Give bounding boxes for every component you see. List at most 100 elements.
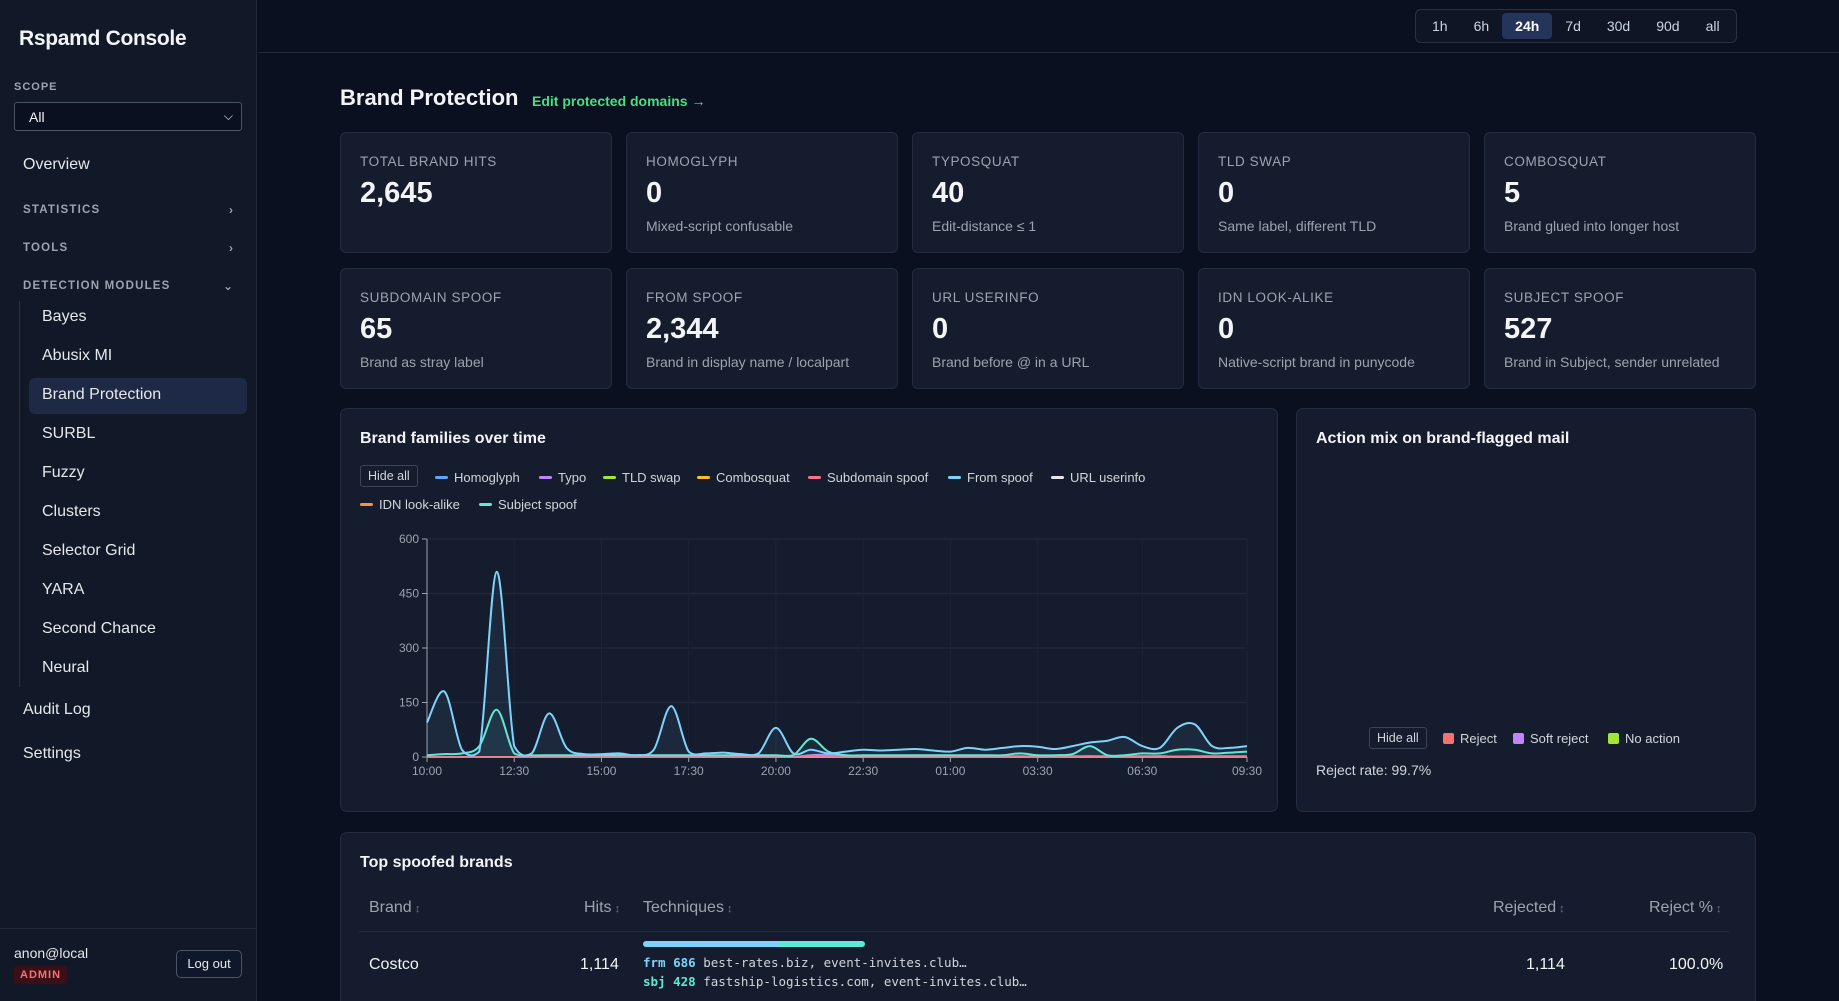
sidebar-divider — [0, 928, 257, 929]
x-tick-label: 06:30 — [1127, 764, 1157, 778]
hide-all-button[interactable]: Hide all — [360, 465, 418, 487]
nav-item-surbl[interactable]: SURBL — [42, 425, 96, 442]
x-tick-label: 09:30 — [1232, 764, 1262, 778]
stat-label: HOMOGLYPH — [646, 154, 739, 169]
nav-item-fuzzy[interactable]: Fuzzy — [42, 464, 85, 481]
legend-item-homoglyph[interactable]: Homoglyph — [435, 470, 520, 485]
legend-label: Subdomain spoof — [827, 470, 929, 485]
legend-item-url-userinfo[interactable]: URL userinfo — [1051, 470, 1145, 485]
range-7d[interactable]: 7d — [1565, 18, 1581, 34]
range-24h[interactable]: 24h — [1502, 13, 1553, 39]
nav-item-second-chance[interactable]: Second Chance — [42, 620, 156, 637]
nav-item-selector-grid[interactable]: Selector Grid — [42, 542, 136, 559]
legend-item-typo[interactable]: Typo — [539, 470, 586, 485]
column-header-hits[interactable]: Hits ↕ — [584, 899, 620, 917]
page-title: Brand Protection — [340, 85, 519, 110]
legend-swatch — [1513, 733, 1524, 745]
stat-card-subject-spoof: SUBJECT SPOOF 527 Brand in Subject, send… — [1484, 268, 1756, 389]
nav-item-brand-protection[interactable]: Brand Protection — [42, 386, 162, 403]
stat-description: Brand in display name / localpart — [646, 354, 850, 370]
edit-protected-domains-link[interactable]: Edit protected domains → — [532, 93, 706, 109]
x-tick-label: 22:30 — [848, 764, 878, 778]
legend-item-subdomain-spoof[interactable]: Subdomain spoof — [808, 470, 928, 485]
range-6h[interactable]: 6h — [1473, 18, 1490, 34]
stat-label: TOTAL BRAND HITS — [360, 154, 497, 169]
hide-all-button[interactable]: Hide all — [1369, 727, 1427, 749]
stat-label: TLD SWAP — [1218, 154, 1292, 169]
legend-label: Combosquat — [716, 470, 790, 485]
nav-group-tools[interactable]: TOOLS › — [23, 241, 233, 255]
range-1h[interactable]: 1h — [1432, 18, 1448, 34]
nav-item-yara[interactable]: YARA — [42, 581, 85, 598]
panel-title: Action mix on brand-flagged mail — [1316, 430, 1570, 447]
legend-item-from-spoof[interactable]: From spoof — [948, 470, 1033, 485]
stat-value: 0 — [1218, 177, 1235, 209]
chevron-right-icon: › — [229, 203, 233, 217]
stat-value: 2,645 — [360, 177, 433, 209]
legend-swatch — [1443, 733, 1454, 745]
nav-item-clusters[interactable]: Clusters — [42, 503, 101, 520]
stat-value: 0 — [932, 313, 949, 345]
legend-label: Reject — [1460, 731, 1497, 746]
legend-item-idn-look-alike[interactable]: IDN look-alike — [360, 497, 460, 512]
nav-item-neural[interactable]: Neural — [42, 659, 90, 676]
legend-label: Homoglyph — [454, 470, 520, 485]
nav-group-statistics[interactable]: STATISTICS › — [23, 203, 233, 217]
nav-group-detection-modules[interactable]: DETECTION MODULES ⌄ — [23, 279, 233, 293]
legend-swatch — [603, 476, 616, 480]
stat-description: Mixed-script confusable — [646, 218, 794, 234]
stat-label: COMBOSQUAT — [1504, 154, 1607, 169]
legend-swatch — [948, 476, 961, 480]
legend-item-combosquat[interactable]: Combosquat — [697, 470, 790, 485]
series-line-from-spoof — [426, 570, 1248, 757]
stat-label: IDN LOOK-ALIKE — [1218, 290, 1334, 305]
column-header-brand[interactable]: Brand ↕ — [369, 899, 420, 917]
range-90d[interactable]: 90d — [1656, 18, 1680, 34]
table-header-divider — [359, 931, 1729, 932]
column-label: Techniques — [643, 899, 724, 916]
legend-item-reject[interactable]: Reject — [1443, 731, 1497, 746]
sort-icon: ↕ — [414, 903, 421, 915]
active-item-highlight — [29, 378, 247, 414]
column-label: Reject % — [1649, 899, 1714, 916]
y-tick-label: 450 — [399, 587, 419, 601]
brand-families-panel: Brand families over time Hide all Homogl… — [340, 408, 1278, 812]
nav-audit-log[interactable]: Audit Log — [23, 701, 91, 718]
scope-select[interactable]: All ⌵ — [14, 102, 242, 131]
stat-card-total-brand-hits: TOTAL BRAND HITS 2,645 — [340, 132, 612, 253]
nav-overview[interactable]: Overview — [23, 156, 90, 173]
legend-item-subject-spoof[interactable]: Subject spoof — [479, 497, 577, 512]
cell-reject-pct: 100.0% — [1669, 956, 1724, 973]
nav-item-bayes[interactable]: Bayes — [42, 308, 87, 325]
legend-item-tld-swap[interactable]: TLD swap — [603, 470, 681, 485]
y-tick-label: 150 — [399, 696, 419, 710]
action-mix-panel: Action mix on brand-flagged mail Hide al… — [1296, 408, 1756, 812]
range-all[interactable]: all — [1705, 18, 1720, 34]
technique-bar-segment — [643, 941, 780, 947]
range-30d[interactable]: 30d — [1606, 18, 1631, 34]
column-header-rejected[interactable]: Rejected ↕ — [1493, 899, 1565, 917]
user-name: anon@local — [14, 945, 89, 961]
legend-item-soft-reject[interactable]: Soft reject — [1513, 731, 1589, 746]
stat-label: SUBJECT SPOOF — [1504, 290, 1625, 305]
nav-group-label: TOOLS — [23, 242, 69, 254]
legend-item-no-action[interactable]: No action — [1608, 731, 1680, 746]
y-tick-label: 300 — [399, 641, 419, 655]
nav-settings[interactable]: Settings — [23, 745, 81, 762]
top-spoofed-brands-panel: Top spoofed brands — [340, 832, 1756, 1001]
x-tick-label: 03:30 — [1023, 764, 1053, 778]
x-tick-label: 12:30 — [499, 764, 529, 778]
stat-card-combosquat: COMBOSQUAT 5 Brand glued into longer hos… — [1484, 132, 1756, 253]
stat-label: FROM SPOOF — [646, 290, 743, 305]
logout-button[interactable]: Log out — [176, 950, 242, 978]
column-header-reject-pct[interactable]: Reject % ↕ — [1649, 899, 1722, 917]
scope-label: SCOPE — [14, 81, 58, 93]
sort-icon: ↕ — [1716, 903, 1722, 915]
series-area-subject-spoof — [427, 709, 1247, 757]
technique-bar-segment — [779, 941, 865, 947]
column-header-techniques[interactable]: Techniques ↕ — [643, 899, 732, 917]
legend-swatch — [697, 476, 710, 480]
stat-card-homoglyph: HOMOGLYPH 0 Mixed-script confusable — [626, 132, 898, 253]
nav-item-abusix-mi[interactable]: Abusix MI — [42, 347, 113, 364]
nav-group-label: STATISTICS — [23, 204, 101, 216]
